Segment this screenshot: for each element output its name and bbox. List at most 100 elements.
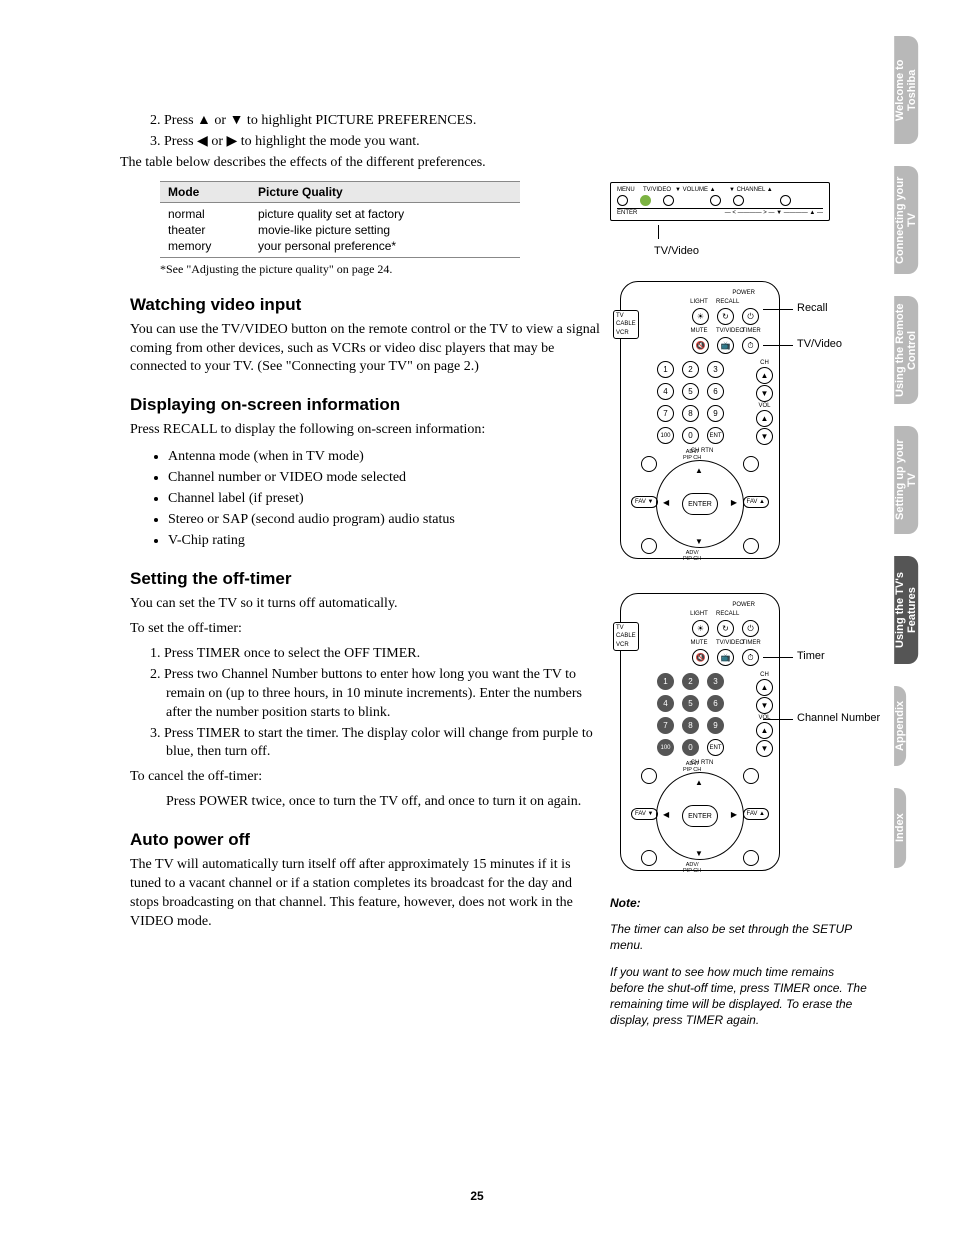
number-pad: 1 2 3 4 5 6 7 8 9 100 0 ENT	[657, 361, 725, 444]
power-label: POWER	[627, 602, 755, 608]
fav-down-button: FAV ▼	[631, 808, 658, 820]
recall-button-icon: ↻	[717, 620, 734, 637]
num-button: 100	[657, 739, 674, 756]
num-button: 7	[657, 405, 674, 422]
note-p1: The timer can also be set through the SE…	[610, 921, 870, 953]
num-button: 8	[682, 717, 699, 734]
vol-up-icon: ▲	[756, 410, 773, 427]
timer-callout: Timer	[797, 650, 825, 662]
num-button: 1	[657, 361, 674, 378]
num-button: 7	[657, 717, 674, 734]
page-number: 25	[0, 1189, 954, 1203]
num-button: 1	[657, 673, 674, 690]
fav-down-button: FAV ▼	[631, 496, 658, 508]
td-mode: normal	[168, 207, 258, 221]
table-footnote: *See "Adjusting the picture quality" on …	[160, 262, 600, 277]
table-intro: The table below describes the effects of…	[120, 154, 600, 173]
tvvideo-button-icon: 📺	[717, 649, 734, 666]
offtimer-line2: To set the off-timer:	[130, 620, 600, 639]
num-button: 4	[657, 383, 674, 400]
num-button: 2	[682, 673, 699, 690]
num-button: 5	[682, 383, 699, 400]
cancel-body: Press POWER twice, once to turn the TV o…	[166, 793, 600, 812]
right-arrow-icon: ▶	[731, 810, 737, 819]
mute-label: MUTE	[690, 328, 708, 334]
step-3: 3. Press ◀ or ▶ to highlight the mode yo…	[150, 133, 600, 152]
enter-button: ENTER	[682, 493, 718, 515]
panel-button-icon	[710, 195, 721, 206]
tab-remote: Using the Remote Control	[894, 296, 918, 404]
num-button: 100	[657, 427, 674, 444]
main-content: 2. Press ▲ or ▼ to highlight PICTURE PRE…	[130, 110, 600, 938]
num-button: 0	[682, 427, 699, 444]
td-quality: movie-like picture setting	[258, 223, 512, 237]
tab-index: Index	[894, 788, 906, 868]
up-arrow-icon: ▲	[695, 466, 703, 475]
vol-label: VOL	[756, 403, 773, 409]
adv-label: ADV/PIP CH	[683, 863, 701, 874]
tab-welcome: Welcome to Toshiba	[894, 36, 918, 144]
mode-table: Mode Picture Quality normal picture qual…	[160, 181, 520, 258]
tvvideo-callout: TV/Video	[797, 338, 842, 350]
strip-tvvideo: TV/VIDEO	[643, 187, 673, 193]
mode-switch-icon: TV CABLE VCR	[613, 622, 639, 651]
tvvideo-label: TV/VIDEO	[716, 328, 734, 334]
menu-button-icon	[743, 456, 759, 472]
mute-button-icon: 🔇	[692, 649, 709, 666]
light-label: LIGHT	[690, 611, 708, 617]
light-label: LIGHT	[690, 299, 708, 305]
up-arrow-icon: ▲	[695, 778, 703, 787]
recall-callout: Recall	[797, 302, 828, 314]
offtimer-step-2: 2. Press two Channel Number buttons to e…	[150, 666, 600, 723]
ch-label: CH	[756, 672, 773, 678]
tab-setting-up: Setting up your TV	[894, 426, 918, 534]
left-arrow-icon: ◀	[663, 810, 669, 819]
offtimer-step-3: 3. Press TIMER to start the timer. The d…	[150, 725, 600, 763]
tv-video-callout: TV/Video	[654, 245, 870, 257]
th-quality: Picture Quality	[258, 185, 512, 199]
num-button: 0	[682, 739, 699, 756]
ch-down-icon: ▼	[756, 385, 773, 402]
power-button-icon: ⏻	[742, 620, 759, 637]
ent-button: ENT	[707, 427, 724, 444]
list-item: Antenna mode (when in TV mode)	[168, 446, 600, 467]
num-button: 6	[707, 383, 724, 400]
timer-label: TIMER	[742, 328, 759, 334]
exit-button-icon	[743, 538, 759, 554]
num-button: 8	[682, 405, 699, 422]
note-title: Note:	[610, 896, 641, 910]
num-button: 9	[707, 717, 724, 734]
recall-label: RECALL	[716, 611, 734, 617]
ch-up-icon: ▲	[756, 679, 773, 696]
step-2: 2. Press ▲ or ▼ to highlight PICTURE PRE…	[150, 112, 600, 131]
remote-diagram-2: TV CABLE VCR POWER LIGHT RECALL ☀ ↻ ⏻ MU…	[610, 593, 870, 871]
num-button: 2	[682, 361, 699, 378]
onscreen-list: Antenna mode (when in TV mode) Channel n…	[168, 446, 600, 551]
th-mode: Mode	[168, 185, 258, 199]
mode-switch-icon: TV CABLE VCR	[613, 310, 639, 339]
light-button-icon: ☀	[692, 620, 709, 637]
strip-volume: ▼ VOLUME ▲	[675, 187, 727, 193]
fav-up-button: FAV ▲	[743, 808, 770, 820]
strip-channel: ▼ CHANNEL ▲	[729, 187, 781, 193]
vol-up-icon: ▲	[756, 722, 773, 739]
offtimer-line1: You can set the TV so it turns off autom…	[130, 595, 600, 614]
ent-button: ENT	[707, 739, 724, 756]
num-button: 3	[707, 673, 724, 690]
heading-watching: Watching video input	[130, 295, 600, 315]
adv-label: ADV/PIP CH	[683, 551, 701, 562]
num-button: 3	[707, 361, 724, 378]
num-button: 5	[682, 695, 699, 712]
light-button-icon: ☀	[692, 308, 709, 325]
tab-features: Using the TV's Features	[894, 556, 918, 664]
menu-button-icon	[743, 768, 759, 784]
reset-button-icon	[641, 850, 657, 866]
recall-label: RECALL	[716, 299, 734, 305]
list-item: Stereo or SAP (second audio program) aud…	[168, 509, 600, 530]
dpad: ADV/PIP CH ADV/PIP CH ▲ ▼ ◀ ▶ ENTER FAV …	[635, 772, 765, 862]
autopower-body: The TV will automatically turn itself of…	[130, 856, 600, 932]
remote-diagram-1: TV CABLE VCR POWER LIGHT RECALL ☀ ↻ ⏻ Re…	[610, 281, 870, 559]
tvvideo-button-icon: 📺	[717, 337, 734, 354]
tab-appendix: Appendix	[894, 686, 906, 766]
vol-label: VOL	[756, 715, 773, 721]
